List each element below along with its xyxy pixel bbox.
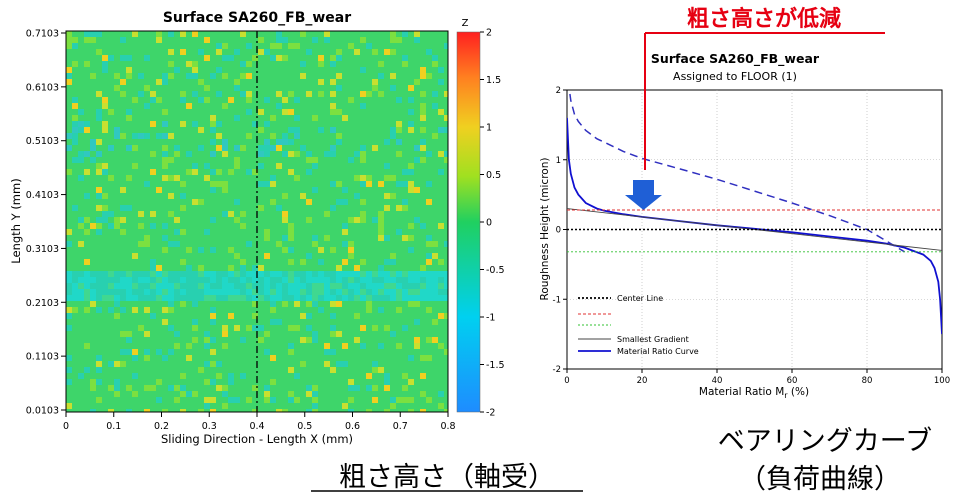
heatmap-x-label: Sliding Direction - Length X (mm) bbox=[161, 432, 353, 446]
bearing-x-tick-label: 40 bbox=[712, 376, 723, 386]
bearing-series bbox=[567, 90, 942, 335]
heatmap-y-tick-label: 0.2103 bbox=[26, 298, 59, 309]
colorbar-tick-label: -1 bbox=[486, 313, 495, 324]
bearing-x-tick-label: 20 bbox=[637, 376, 648, 386]
bearing-grid bbox=[567, 90, 942, 369]
heatmap-x-tick-label: 0.8 bbox=[440, 421, 455, 432]
colorbar-tick-label: 0 bbox=[486, 218, 492, 229]
heatmap-x-tick-label: 0.5 bbox=[297, 421, 312, 432]
colorbar-ticks: 2 1.5 1 0.5 0 -0.5 -1 -1.5 -2 bbox=[480, 28, 505, 419]
caption-left: 粗さ高さ（軸受） bbox=[339, 462, 555, 493]
reference-curve-dashed bbox=[568, 90, 905, 253]
bearing-y-tick-label: -1 bbox=[553, 295, 561, 305]
bearing-title: Surface SA260_FB_wear bbox=[651, 51, 820, 67]
bearing-y-label: Roughness Height (micron) bbox=[539, 158, 551, 301]
heatmap-x-tick-label: 0.7 bbox=[393, 421, 408, 432]
colorbar-tick-label: 1 bbox=[486, 123, 492, 134]
heatmap-y-tick-label: 0.4103 bbox=[26, 190, 59, 201]
colorbar bbox=[456, 31, 481, 413]
bearing-x-label-sub: r bbox=[784, 391, 788, 400]
heatmap-y-tick-label: 0.1103 bbox=[26, 352, 59, 363]
bearing-y-tick-label: -2 bbox=[553, 365, 561, 375]
heatmap-title: Surface SA260_FB_wear bbox=[163, 10, 351, 26]
heatmap-x-tick-label: 0 bbox=[63, 421, 69, 432]
bearing-x-label: Material Ratio Mr (%) bbox=[699, 386, 809, 400]
colorbar-tick-label: 0.5 bbox=[486, 170, 501, 181]
heatmap-y-label: Length Y (mm) bbox=[9, 178, 23, 263]
bearing-y-tick-label: 1 bbox=[556, 156, 561, 166]
colorbar-tick-label: -0.5 bbox=[486, 265, 505, 276]
bearing-x-tick-label: 80 bbox=[862, 376, 873, 386]
colorbar-tick-label: 2 bbox=[486, 28, 492, 39]
bearing-x-label-main: Material Ratio M bbox=[699, 386, 784, 398]
colorbar-tick-label: -1.5 bbox=[486, 360, 505, 371]
heatmap-y-tick-label: 0.5103 bbox=[26, 136, 59, 147]
heatmap-x-tick-label: 0.1 bbox=[106, 421, 121, 432]
bearing-legend: Center Line Smallest Gradient Material Rat… bbox=[578, 294, 699, 356]
heatmap-y-tick-label: 0.3103 bbox=[26, 244, 59, 255]
bearing-y-tick-label: 0 bbox=[556, 226, 561, 236]
bearing-x-label-unit: (%) bbox=[788, 386, 810, 398]
heatmap-y-tick-label: 0.7103 bbox=[26, 29, 59, 40]
colorbar-tick-label: -2 bbox=[486, 408, 495, 419]
bearing-x-tick-label: 100 bbox=[934, 376, 950, 386]
down-arrow-icon bbox=[625, 180, 662, 210]
heatmap-x-tick-label: 0.3 bbox=[202, 421, 217, 432]
legend-label: Smallest Gradient bbox=[617, 335, 689, 344]
heatmap-x-axis: 0 0.1 0.2 0.3 0.4 0.5 0.6 0.7 0.8 bbox=[63, 412, 456, 432]
legend-label: Center Line bbox=[617, 294, 663, 303]
bearing-x-tick-label: 60 bbox=[787, 376, 798, 386]
bearing-y-tick-label: 2 bbox=[556, 86, 561, 96]
smallest-gradient-line bbox=[567, 208, 942, 251]
caption-right-line1: ベアリングカーブ bbox=[718, 426, 932, 457]
colorbar-tick-label: 1.5 bbox=[486, 75, 501, 86]
heatmap-y-tick-label: 0.0103 bbox=[26, 406, 59, 417]
colorbar-label: Z bbox=[462, 18, 469, 29]
heatmap-x-tick-label: 0.2 bbox=[154, 421, 169, 432]
heatmap-y-tick-label: 0.6103 bbox=[26, 82, 59, 93]
heatmap-x-tick-label: 0.6 bbox=[345, 421, 360, 432]
bearing-subtitle: Assigned to FLOOR (1) bbox=[673, 70, 797, 83]
bearing-axes: 0 20 40 60 80 100 2 1 0 -1 -2 bbox=[553, 86, 951, 386]
heatmap-x-tick-label: 0.4 bbox=[249, 421, 264, 432]
annotation-reduced: 粗さ高さが低減 bbox=[687, 6, 841, 32]
legend-label: Material Ratio Curve bbox=[617, 347, 699, 356]
caption-right-line2: （負荷曲線） bbox=[739, 464, 901, 495]
heatmap-y-axis: 0.7103 0.6103 0.5103 0.4103 0.3103 0.2103 0.11… bbox=[26, 29, 66, 417]
bearing-x-tick-label: 0 bbox=[564, 376, 569, 386]
